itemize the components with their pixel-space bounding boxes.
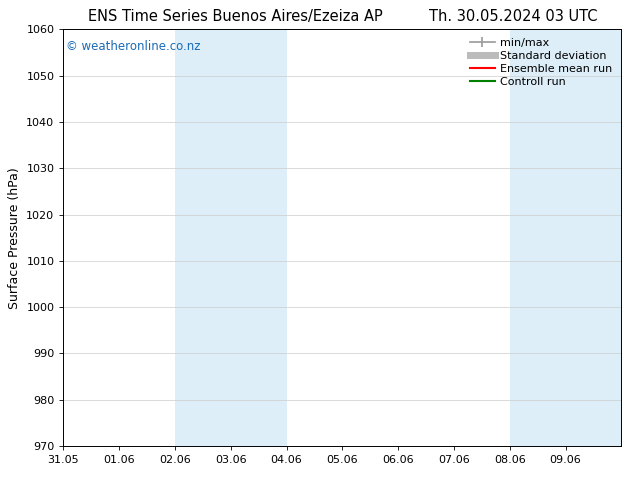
Y-axis label: Surface Pressure (hPa): Surface Pressure (hPa) bbox=[8, 167, 21, 309]
Bar bbox=[175, 29, 287, 446]
Bar bbox=[510, 29, 621, 446]
Legend: min/max, Standard deviation, Ensemble mean run, Controll run: min/max, Standard deviation, Ensemble me… bbox=[466, 34, 617, 91]
Title: ENS Time Series Buenos Aires/Ezeiza AP          Th. 30.05.2024 03 UTC: ENS Time Series Buenos Aires/Ezeiza AP T… bbox=[87, 9, 597, 24]
Text: © weatheronline.co.nz: © weatheronline.co.nz bbox=[66, 40, 201, 53]
